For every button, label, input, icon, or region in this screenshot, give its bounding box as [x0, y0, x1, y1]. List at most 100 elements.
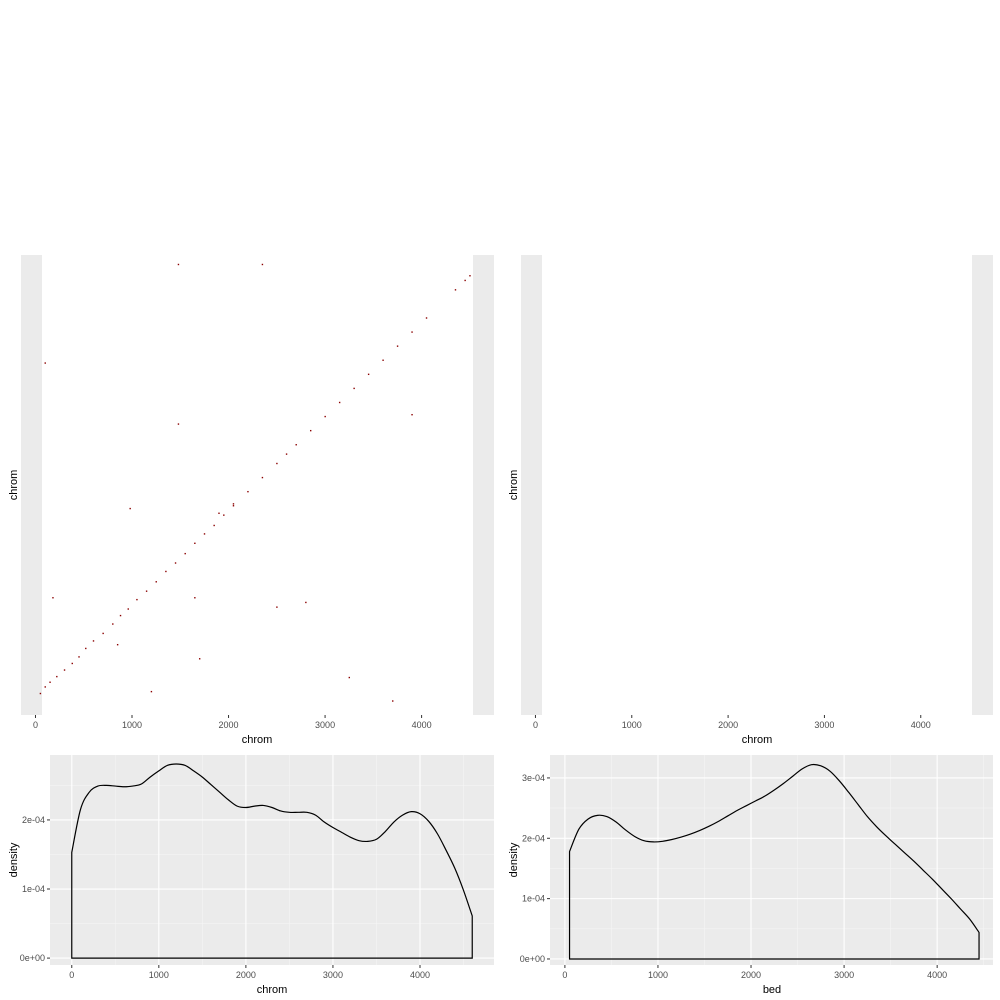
data-point: [177, 423, 180, 425]
y-axis-ticks: 0e+00 1e-04 2e-04: [20, 815, 50, 963]
x-tick-label: 4000: [927, 970, 947, 980]
y-axis-title: density: [8, 842, 20, 877]
y-tick-label: 1e-04: [522, 894, 545, 904]
data-point: [218, 512, 220, 514]
data-point: [392, 700, 394, 702]
x-tick-label: 2000: [718, 720, 738, 730]
x-axis-ticks: 0 1000 2000 3000 4000: [562, 965, 947, 980]
x-tick-label: 1000: [149, 970, 169, 980]
data-point: [276, 606, 278, 608]
data-point: [232, 505, 235, 507]
x-tick-label: 3000: [834, 970, 854, 980]
data-point: [102, 632, 104, 635]
data-point: [295, 444, 297, 446]
x-tick-label: 4000: [911, 720, 931, 730]
x-tick-label: 3000: [814, 720, 834, 730]
data-point: [261, 476, 264, 479]
x-axis-title: bed: [763, 984, 781, 996]
data-point: [454, 289, 457, 291]
left-strip: [521, 255, 542, 715]
y-axis-title: density: [508, 842, 520, 877]
x-tick-label: 0: [69, 970, 74, 980]
data-point: [116, 643, 119, 646]
data-point: [285, 453, 288, 455]
data-point: [324, 415, 326, 418]
data-point: [129, 507, 131, 510]
right-strip: [473, 255, 494, 715]
data-point: [136, 598, 138, 601]
data-point: [155, 581, 157, 583]
plot-background: [550, 755, 993, 965]
data-point: [39, 692, 42, 695]
x-tick-label: 3000: [323, 970, 343, 980]
density-curve: [568, 763, 980, 960]
x-tick-label: 2000: [741, 970, 761, 980]
x-tick-label: 4000: [412, 720, 432, 730]
data-point: [213, 524, 215, 527]
x-tick-label: 0: [33, 720, 38, 730]
right-strip: [972, 255, 993, 715]
data-point: [198, 658, 201, 660]
data-point: [56, 675, 58, 678]
y-tick-label: 3e-04: [522, 773, 545, 783]
x-axis-title: chrom: [257, 984, 288, 996]
data-point: [92, 640, 95, 642]
dot-plot-panel-left: 0 1000 2000 3000 4000 chrom chrom: [8, 255, 494, 746]
y-axis-title: chrom: [508, 470, 520, 501]
data-point: [203, 533, 206, 535]
y-tick-label: 0e+00: [520, 954, 545, 964]
y-tick-label: 2e-04: [522, 833, 545, 843]
data-point: [44, 686, 46, 688]
data-point: [464, 279, 466, 282]
data-point: [184, 552, 186, 555]
x-axis-ticks: 0 1000 2000 3000 4000: [69, 965, 430, 980]
y-tick-label: 2e-04: [22, 815, 45, 825]
data-point: [85, 647, 87, 650]
data-point: [276, 462, 278, 465]
data-point: [174, 562, 177, 564]
data-point: [382, 359, 384, 361]
x-tick-label: 3000: [315, 720, 335, 730]
data-point: [49, 681, 51, 683]
data-point: [165, 570, 167, 573]
data-point: [44, 362, 46, 364]
x-tick-label: 2000: [219, 720, 239, 730]
data-point: [177, 263, 180, 266]
grid-lines: [550, 755, 993, 965]
y-axis-ticks: 0e+00 1e-04 2e-04 3e-04: [520, 773, 550, 964]
data-point: [63, 669, 66, 671]
data-point: [52, 597, 54, 599]
data-point: [305, 601, 307, 604]
data-point: [338, 401, 341, 404]
x-tick-label: 1000: [622, 720, 642, 730]
x-tick-label: 1000: [648, 970, 668, 980]
data-point: [194, 597, 196, 599]
x-axis-ticks: 0 1000 2000 3000 4000: [533, 715, 931, 730]
data-point: [411, 413, 413, 416]
data-point: [78, 656, 80, 658]
left-strip: [21, 255, 42, 715]
x-tick-label: 0: [533, 720, 538, 730]
data-point: [425, 317, 428, 319]
data-point: [194, 542, 196, 545]
data-point: [119, 614, 122, 617]
data-point: [469, 275, 471, 277]
density-panel-right: 0 1000 2000 3000 4000 0e+00 1e-04 2e-04 3e-04 b…: [508, 755, 993, 996]
data-point: [71, 662, 73, 665]
dot-plot-panel-right: 0 1000 2000 3000 4000 chrom chrom: [508, 255, 993, 746]
data-point: [223, 514, 225, 516]
x-tick-label: 4000: [410, 970, 430, 980]
data-point: [247, 490, 249, 493]
data-point: [353, 387, 355, 390]
density-curve: [71, 763, 473, 959]
data-point: [396, 345, 399, 347]
dot-plot-points: [39, 263, 471, 702]
x-axis-title: chrom: [742, 734, 773, 746]
data-point: [261, 263, 264, 266]
data-point: [367, 373, 370, 376]
data-point: [411, 331, 413, 333]
data-point: [150, 690, 153, 693]
y-tick-label: 0e+00: [20, 953, 45, 963]
